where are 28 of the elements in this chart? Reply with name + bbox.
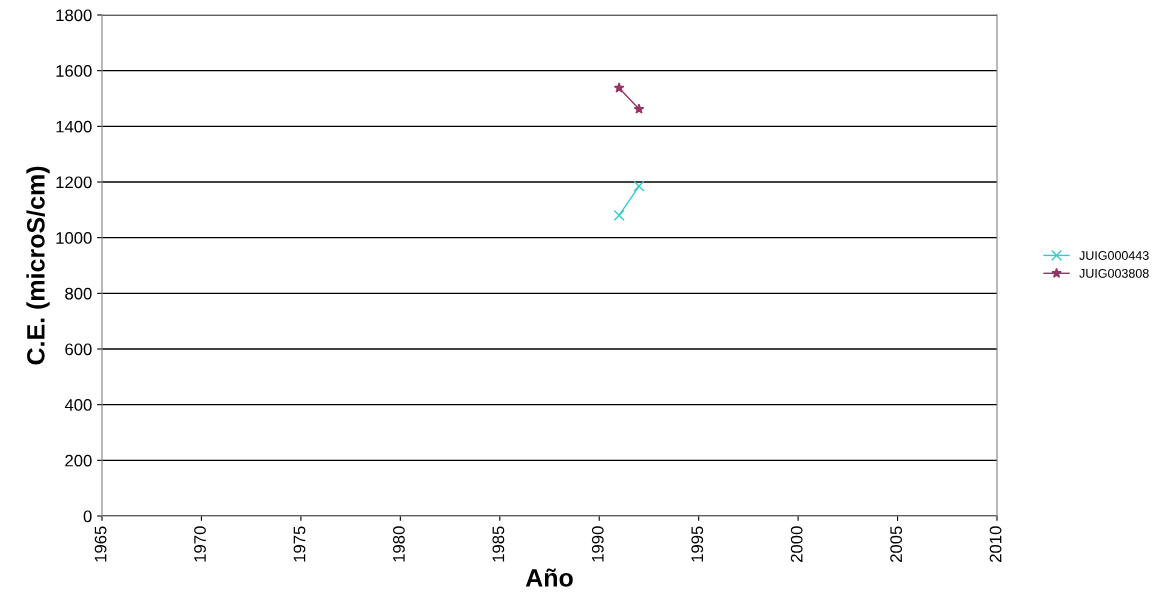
x-tick-label: 1990	[591, 526, 604, 562]
x-axis-title: Año	[525, 568, 573, 587]
x-tick-label: 2000	[790, 526, 803, 562]
legend-label: JUIG000443	[1079, 251, 1149, 260]
y-tick-label: 400	[64, 399, 92, 411]
y-tick-label: 800	[65, 287, 92, 300]
x-tick-label: 1995	[691, 526, 704, 562]
x-tick-label: 2010	[989, 526, 1002, 562]
legend-label: JUIG003808	[1079, 268, 1149, 278]
x-tick-label: 2005	[890, 526, 903, 562]
y-tick-label: 1600	[56, 65, 92, 77]
point	[613, 209, 625, 221]
y-tick-label: 1800	[56, 9, 92, 22]
y-tick-label: 1200	[56, 176, 92, 189]
y-tick-label: 600	[65, 343, 92, 356]
point	[613, 82, 625, 93]
x-tick-label: 1970	[194, 526, 206, 562]
point	[633, 103, 645, 114]
y-tick-label: 200	[65, 454, 92, 467]
x-tick-label: 1975	[293, 526, 306, 562]
y-tick-label: 0	[83, 510, 92, 523]
y-tick-label: 1400	[56, 120, 92, 133]
x-tick-label: 1980	[393, 526, 405, 562]
point	[633, 180, 645, 192]
x-tick-label: 1965	[94, 526, 107, 562]
y-axis-title: C.E. (microS/cm)	[26, 166, 50, 365]
y-tick-label: 1000	[56, 232, 92, 244]
x-tick-label: 1985	[492, 526, 505, 562]
